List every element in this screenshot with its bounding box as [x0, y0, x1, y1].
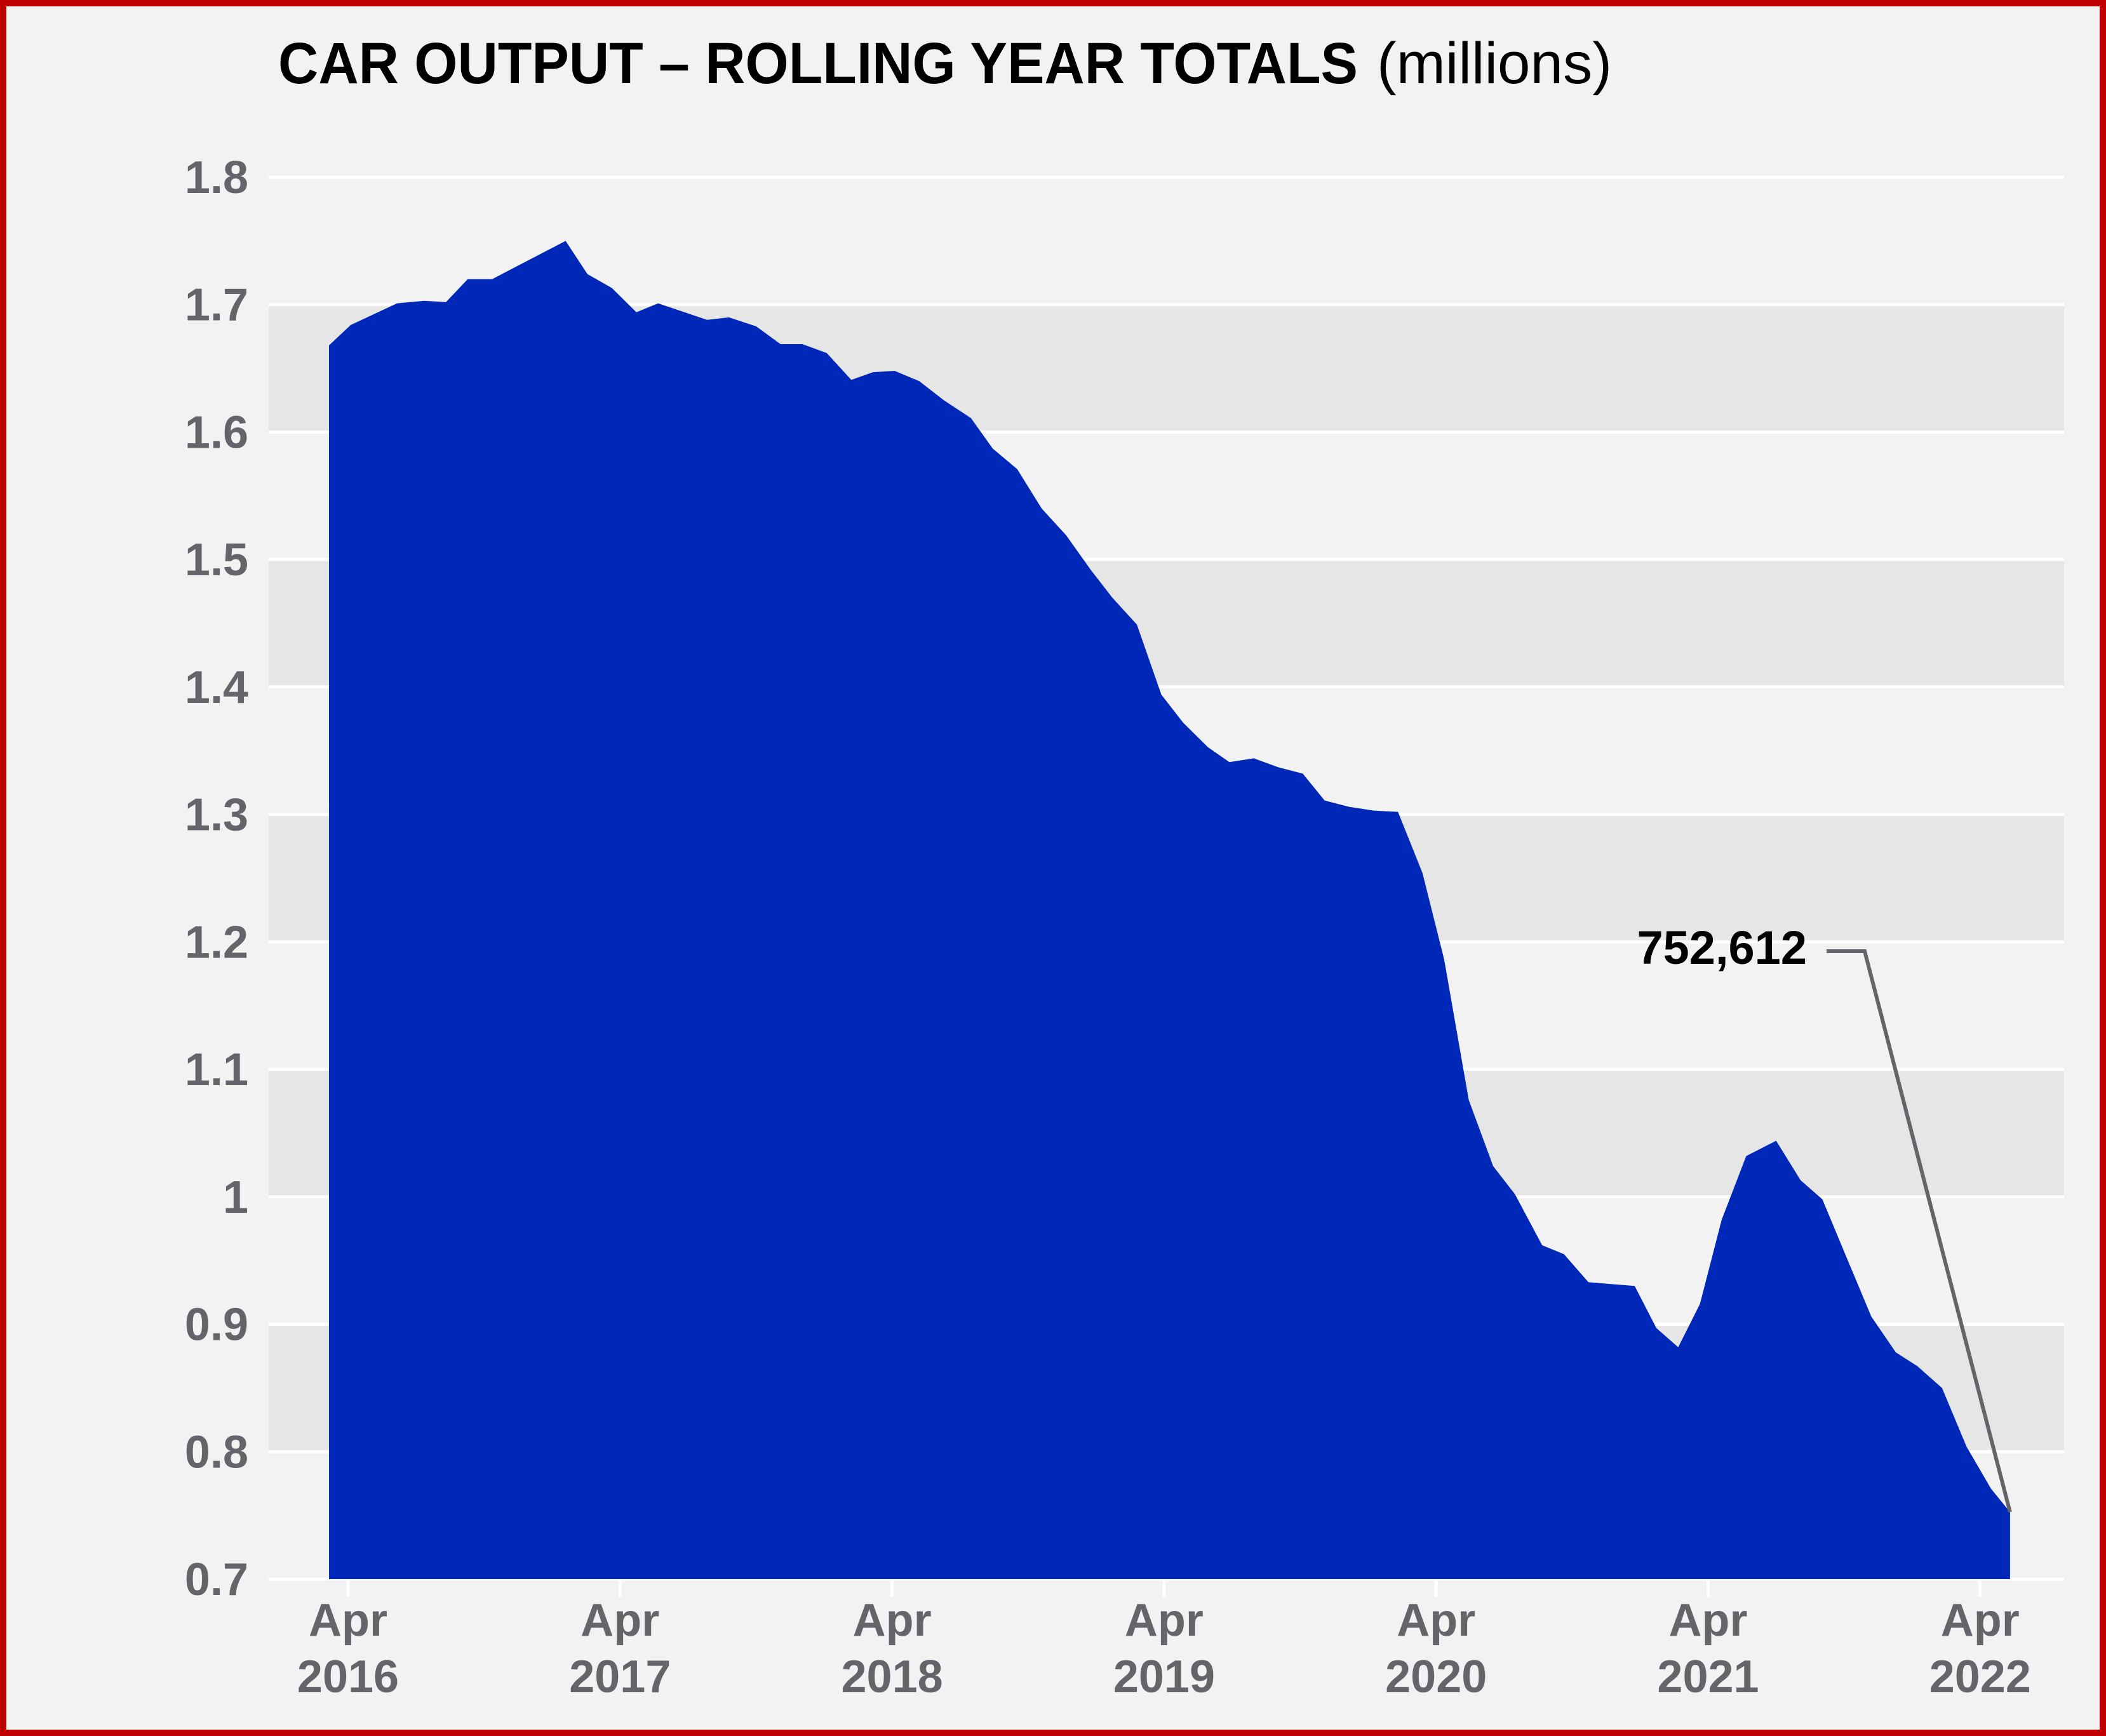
y-tick-label: 0.9	[185, 1300, 248, 1351]
x-tick-year: 2022	[1929, 1652, 2031, 1702]
y-tick-label: 0.8	[185, 1427, 248, 1478]
area-series-car-output	[329, 241, 2010, 1580]
y-tick-label: 1.4	[185, 662, 248, 713]
x-tick-year: 2019	[1113, 1652, 1215, 1702]
y-tick-label: 1.2	[185, 917, 248, 968]
y-tick-label: 1.6	[185, 407, 248, 458]
y-tick-label: 1.8	[185, 152, 248, 203]
chart-unit: (millions)	[1377, 31, 1612, 96]
x-tick-month: Apr	[1669, 1595, 1748, 1646]
y-tick-label: 1.1	[185, 1045, 248, 1095]
y-tick-label: 1.3	[185, 790, 248, 841]
annotation-label: 752,612	[1637, 921, 1808, 974]
y-tick-label: 1	[223, 1172, 248, 1223]
y-tick-label: 0.7	[185, 1554, 248, 1605]
x-tick-year: 2017	[569, 1652, 671, 1702]
y-tick-label: 1.7	[185, 280, 248, 331]
x-tick-month: Apr	[1125, 1595, 1204, 1646]
x-tick-year: 2016	[297, 1652, 399, 1702]
x-tick-month: Apr	[1397, 1595, 1475, 1646]
x-tick-month: Apr	[309, 1595, 387, 1646]
x-tick-month: Apr	[853, 1595, 932, 1646]
chart-title: CAR OUTPUT – ROLLING YEAR TOTALS	[278, 31, 1358, 96]
x-tick-month: Apr	[1941, 1595, 2020, 1646]
y-tick-label: 1.5	[185, 535, 248, 585]
x-tick-month: Apr	[580, 1595, 659, 1646]
x-tick-year: 2020	[1385, 1652, 1487, 1702]
x-tick-year: 2021	[1657, 1652, 1759, 1702]
annotation-leader-line	[1827, 949, 2012, 1513]
x-tick-year: 2018	[842, 1652, 943, 1702]
